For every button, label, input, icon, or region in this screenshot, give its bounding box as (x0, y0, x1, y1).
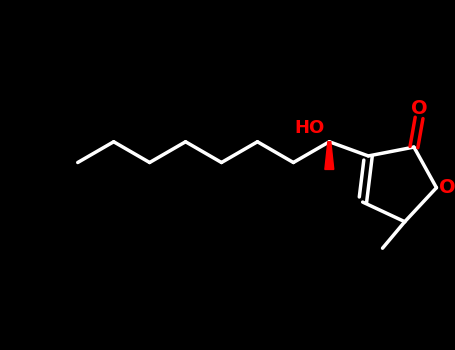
Text: O: O (439, 178, 455, 197)
Text: O: O (411, 98, 427, 118)
Polygon shape (325, 142, 334, 169)
Text: HO: HO (294, 119, 325, 137)
